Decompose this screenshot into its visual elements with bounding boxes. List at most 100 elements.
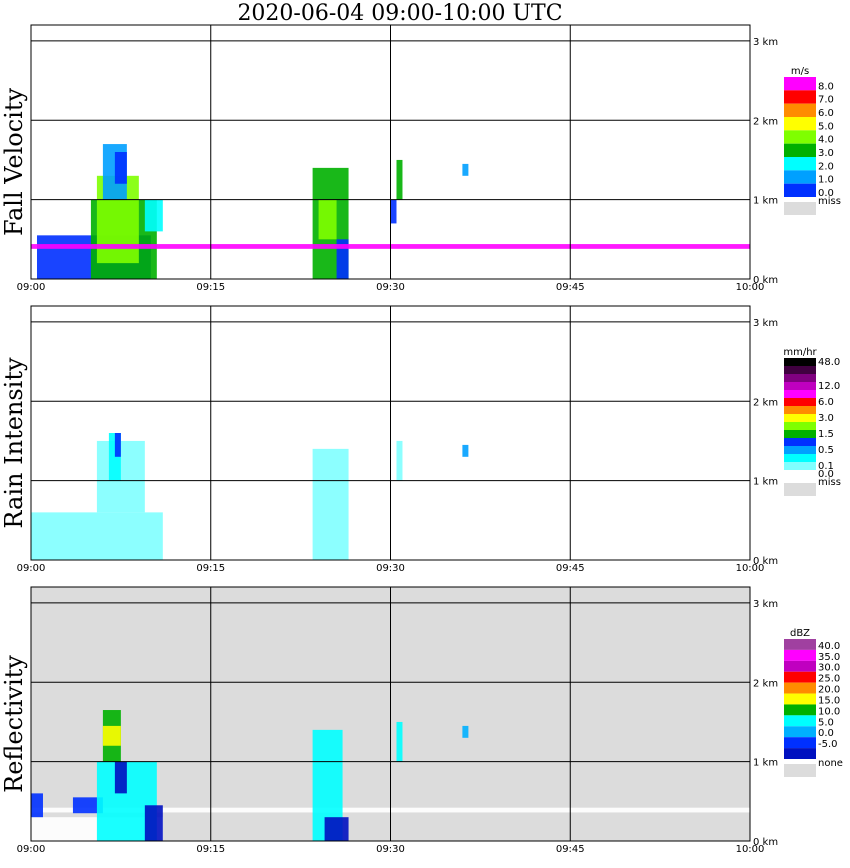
panel-3-colorbar-swatch bbox=[784, 660, 816, 672]
panel-3-colorbar-label: 0.0 bbox=[818, 728, 834, 739]
panel-2-colorbar-swatch bbox=[784, 382, 816, 390]
panel-2-colorbar-swatch bbox=[784, 422, 816, 430]
panel-3-colorbar-label: 35.0 bbox=[818, 652, 840, 663]
panel-1-colorbar-miss-swatch bbox=[784, 202, 816, 215]
panel-1-y-tick-label: 1 km bbox=[753, 196, 778, 207]
panel-1-colorbar-swatch bbox=[784, 103, 816, 117]
panel-2-colorbar-label: 1.5 bbox=[818, 429, 834, 440]
panel-1-data-cell bbox=[336, 239, 349, 279]
panel-3-data-cell bbox=[72, 797, 103, 814]
panel-1-axis-label: Fall Velocity bbox=[0, 88, 28, 237]
panel-1-data-cell bbox=[396, 159, 403, 200]
panel-3-y-tick-label: 2 km bbox=[753, 678, 778, 689]
panel-3-x-tick-label: 09:45 bbox=[556, 844, 585, 855]
panel-3-colorbar-label: 30.0 bbox=[818, 663, 840, 674]
panel-1-colorbar-label: 2.0 bbox=[818, 161, 834, 172]
panel-1-data-cell bbox=[462, 163, 469, 176]
panel-3-colorbar-swatch bbox=[784, 704, 816, 716]
panel-3-data-cell bbox=[114, 761, 127, 794]
panel-3-y-tick-label: 0 km bbox=[753, 837, 778, 848]
panel-3-colorbar-label: 5.0 bbox=[818, 717, 834, 728]
panel-2-colorbar-swatch bbox=[784, 406, 816, 414]
panel-2-frame bbox=[30, 305, 751, 561]
panel-2-x-tick-label: 09:30 bbox=[376, 563, 405, 574]
panel-3-colorbar-swatch bbox=[784, 671, 816, 683]
panel-2-colorbar-swatch bbox=[784, 446, 816, 454]
panel-2-y-tick-label: 3 km bbox=[753, 318, 778, 329]
panel-1-y-tick-label: 0 km bbox=[753, 275, 778, 286]
panel-1-x-tick-label: 09:15 bbox=[196, 282, 225, 293]
panel-1-colorbar-swatch bbox=[784, 77, 816, 91]
panel-1-colorbar-label: 4.0 bbox=[818, 135, 834, 146]
panel-2-colorbar-label: 0.1 bbox=[818, 461, 834, 472]
panel-1-colorbar-label: 5.0 bbox=[818, 121, 834, 132]
panel-3-colorbar-label: 10.0 bbox=[818, 706, 840, 717]
panel-3-data-cell bbox=[462, 725, 469, 738]
panel-2-x-tick-label: 10:00 bbox=[736, 563, 765, 574]
panel-1-colorbar-label: 0.0 bbox=[818, 188, 834, 199]
panel-3-colorbar-swatch bbox=[784, 748, 816, 759]
panel-2-colorbar-label: 48.0 bbox=[818, 357, 840, 368]
panel-2-colorbar-unit: mm/hr bbox=[783, 347, 817, 358]
panel-1-colorbar-swatch bbox=[784, 117, 816, 131]
panel-2-colorbar-swatch bbox=[784, 438, 816, 446]
panel-3-data-cell bbox=[396, 721, 403, 762]
panel-2-colorbar-swatch bbox=[784, 358, 816, 366]
panel-2-colorbar-label: 6.0 bbox=[818, 397, 834, 408]
panel-3-colorbar-swatch bbox=[784, 693, 816, 705]
page-title: 2020-06-04 09:00-10:00 UTC bbox=[237, 1, 563, 26]
panel-3-x-tick-label: 09:00 bbox=[17, 844, 46, 855]
panel-2-x-tick-label: 09:00 bbox=[17, 563, 46, 574]
panel-1-data-cell bbox=[318, 199, 337, 240]
panel-3-colorbar-swatch bbox=[784, 649, 816, 661]
panel-3-colorbar-miss-label: none bbox=[818, 758, 843, 769]
panel-3-x-tick-label: 09:30 bbox=[376, 844, 405, 855]
panel-2-colorbar-label: 0.5 bbox=[818, 445, 834, 456]
panel-1-data-cell bbox=[144, 199, 163, 232]
panel-2-colorbar-label: 12.0 bbox=[818, 381, 840, 392]
panel-1-x-tick-label: 09:45 bbox=[556, 282, 585, 293]
panel-1-colorbar-swatch bbox=[784, 130, 816, 144]
panel-1-colorbar-label: 3.0 bbox=[818, 148, 834, 159]
panel-3-data-cell bbox=[324, 817, 349, 841]
panel-3-colorbar-unit: dBZ bbox=[790, 628, 810, 639]
panel-1-y-tick-label: 2 km bbox=[753, 116, 778, 127]
panel-1-colorbar-label: 8.0 bbox=[818, 81, 834, 92]
panel-2-colorbar-miss-swatch bbox=[784, 483, 816, 496]
panel-1-data-cell bbox=[114, 152, 127, 184]
panel-3-colorbar-swatch bbox=[784, 737, 816, 749]
panel-2-colorbar-swatch bbox=[784, 366, 816, 374]
panel-1-colorbar-miss-label: miss bbox=[818, 196, 841, 207]
panel-3-x-tick-label: 10:00 bbox=[736, 844, 765, 855]
panel-2-axis-label: Rain Intensity bbox=[0, 357, 28, 529]
panel-1-colorbar-unit: m/s bbox=[791, 66, 809, 77]
panel-3-axis-label: Reflectivity bbox=[0, 655, 28, 793]
panel-3-colorbar-label: 25.0 bbox=[818, 674, 840, 685]
panel-2-y-tick-label: 2 km bbox=[753, 397, 778, 408]
panel-3-colorbar-label: 15.0 bbox=[818, 695, 840, 706]
panel-3-data-cell bbox=[102, 725, 121, 746]
panel-1-colorbar-swatch bbox=[784, 90, 816, 104]
panel-2-data-cell bbox=[114, 433, 121, 457]
panel-3-y-tick-label: 3 km bbox=[753, 599, 778, 610]
panel-2-data-cell bbox=[462, 444, 469, 457]
panel-3-colorbar-swatch bbox=[784, 639, 816, 650]
panel-2-colorbar-swatch bbox=[784, 470, 816, 478]
panel-1-colorbar-swatch bbox=[784, 143, 816, 157]
panel-2-data-cell bbox=[31, 512, 163, 560]
panel-2-colorbar-swatch bbox=[784, 454, 816, 462]
panel-2-y-tick-label: 1 km bbox=[753, 477, 778, 488]
panel-2-x-tick-label: 09:15 bbox=[196, 563, 225, 574]
panel-2-colorbar-swatch bbox=[784, 462, 816, 470]
panel-3-data-cell bbox=[31, 793, 43, 818]
panel-3-colorbar-swatch bbox=[784, 726, 816, 738]
panel-1-colorbar-label: 6.0 bbox=[818, 108, 834, 119]
panel-3-colorbar-miss-swatch bbox=[784, 764, 816, 777]
panel-1-x-tick-label: 09:00 bbox=[17, 282, 46, 293]
panel-3-y-tick-label: 1 km bbox=[753, 758, 778, 769]
panel-2-x-tick-label: 09:45 bbox=[556, 563, 585, 574]
panel-1-x-tick-label: 10:00 bbox=[736, 282, 765, 293]
panel-1-colorbar-swatch bbox=[784, 170, 816, 184]
panel-2-data-cell bbox=[396, 440, 403, 481]
